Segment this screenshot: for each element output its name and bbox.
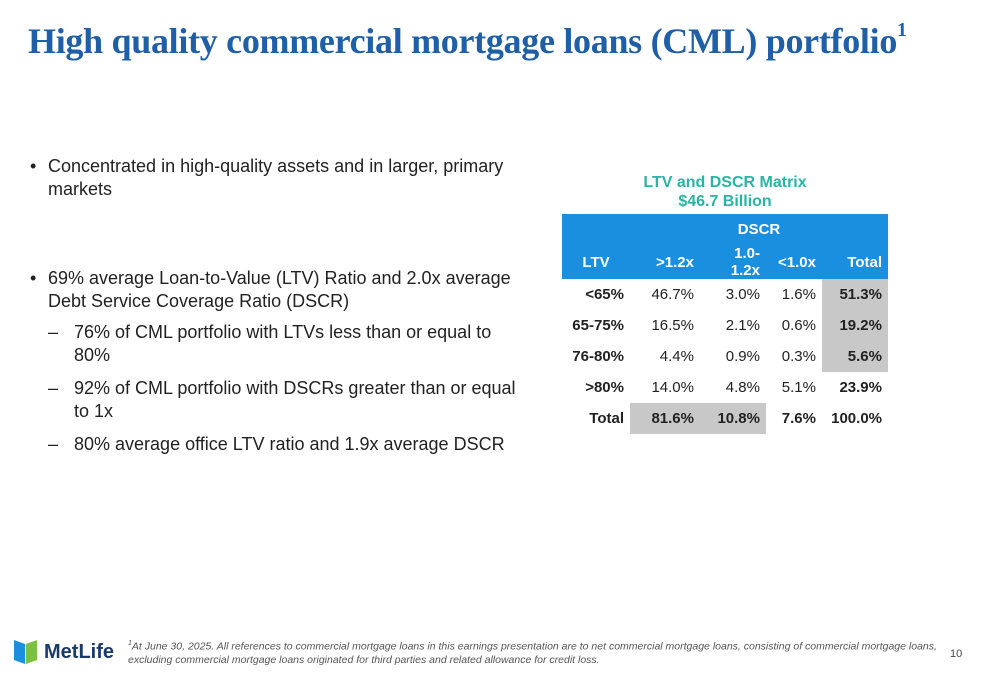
footnote-marker: 1 (128, 640, 132, 647)
ltv-cell: >80% (585, 379, 624, 396)
table-row-total: Total 81.6% 10.8% 7.6% 100.0% (562, 403, 888, 434)
bullet-item: • Concentrated in high-quality assets an… (30, 155, 530, 201)
bullet-text: 69% average Loan-to-Value (LTV) Ratio an… (48, 268, 511, 311)
column-header: 1.0-1.2x (730, 245, 760, 279)
value-cell: 1.6% (781, 286, 816, 303)
column-header-total: Total (847, 253, 882, 271)
ltv-cell: <65% (585, 286, 624, 303)
value-cell: 0.6% (781, 317, 816, 334)
sub-bullet-item: – 92% of CML portfolio with DSCRs greate… (48, 377, 530, 423)
matrix-title: LTV and DSCR Matrix $46.7 Billion (562, 173, 888, 211)
dash-icon: – (48, 434, 59, 454)
value-cell: 4.4% (659, 348, 694, 365)
value-cell: 2.1% (725, 317, 760, 334)
ltv-cell: 76-80% (572, 348, 624, 365)
logo-text: MetLife (44, 640, 114, 663)
matrix-title-line1: LTV and DSCR Matrix (643, 174, 807, 191)
metlife-logo-icon (14, 639, 38, 665)
column-header: <1.0x (778, 253, 816, 271)
total-cell: 23.9% (839, 379, 882, 396)
page-title-text: High quality commercial mortgage loans (… (28, 21, 898, 61)
matrix-title-line2: $46.7 Billion (678, 193, 772, 210)
ltv-cell: Total (589, 410, 624, 427)
title-footnote-marker: 1 (897, 19, 907, 41)
total-value-cell: 10.8% (700, 403, 766, 434)
ltv-dscr-matrix-table: DSCR LTV >1.2x 1.0-1.2x <1.0x Total <65%… (562, 214, 888, 434)
page-title: High quality commercial mortgage loans (… (28, 19, 907, 62)
page-number: 10 (950, 648, 963, 660)
bullet-item: • 69% average Loan-to-Value (LTV) Ratio … (30, 267, 530, 313)
sub-bullet-text: 92% of CML portfolio with DSCRs greater … (74, 378, 516, 421)
value-cell: 0.3% (781, 348, 816, 365)
dscr-header: DSCR (737, 221, 781, 238)
bullet-dot-icon: • (30, 268, 37, 288)
footnote: 1At June 30, 2025. All references to com… (128, 637, 940, 667)
value-cell: 0.9% (725, 348, 760, 365)
column-header-ltv: LTV (582, 253, 610, 271)
total-cell: 19.2% (822, 310, 888, 341)
column-header: >1.2x (656, 253, 694, 271)
value-cell: 46.7% (651, 286, 694, 303)
grand-total-cell: 100.0% (831, 410, 882, 427)
table-row: >80% 14.0% 4.8% 5.1% 23.9% (562, 372, 888, 403)
sub-bullet-item: – 76% of CML portfolio with LTVs less th… (48, 321, 530, 367)
sub-bullet-item: – 80% average office LTV ratio and 1.9x … (48, 433, 530, 456)
table-row: 76-80% 4.4% 0.9% 0.3% 5.6% (562, 341, 888, 372)
table-header-row: LTV >1.2x 1.0-1.2x <1.0x Total (562, 245, 888, 279)
value-cell: 3.0% (725, 286, 760, 303)
table-header-row: DSCR (562, 214, 888, 245)
bullet-dot-icon: • (30, 156, 37, 176)
total-cell: 5.6% (822, 341, 888, 372)
bullet-list: • Concentrated in high-quality assets an… (30, 155, 530, 456)
value-cell: 14.0% (651, 379, 694, 396)
sub-bullet-text: 80% average office LTV ratio and 1.9x av… (74, 434, 505, 454)
ltv-cell: 65-75% (572, 317, 624, 334)
total-value-cell: 7.6% (781, 410, 816, 427)
value-cell: 16.5% (651, 317, 694, 334)
total-value-cell: 81.6% (630, 403, 700, 434)
dash-icon: – (48, 322, 59, 342)
bullet-text: Concentrated in high-quality assets and … (48, 156, 504, 199)
footnote-text: At June 30, 2025. All references to comm… (128, 640, 937, 666)
sub-bullet-text: 76% of CML portfolio with LTVs less than… (74, 322, 492, 365)
table-row: 65-75% 16.5% 2.1% 0.6% 19.2% (562, 310, 888, 341)
total-cell: 51.3% (822, 279, 888, 310)
metlife-logo: MetLife (14, 632, 114, 672)
dash-icon: – (48, 378, 59, 398)
value-cell: 5.1% (781, 379, 816, 396)
value-cell: 4.8% (725, 379, 760, 396)
header-blank-cell (562, 214, 630, 245)
table-row: <65% 46.7% 3.0% 1.6% 51.3% (562, 279, 888, 310)
